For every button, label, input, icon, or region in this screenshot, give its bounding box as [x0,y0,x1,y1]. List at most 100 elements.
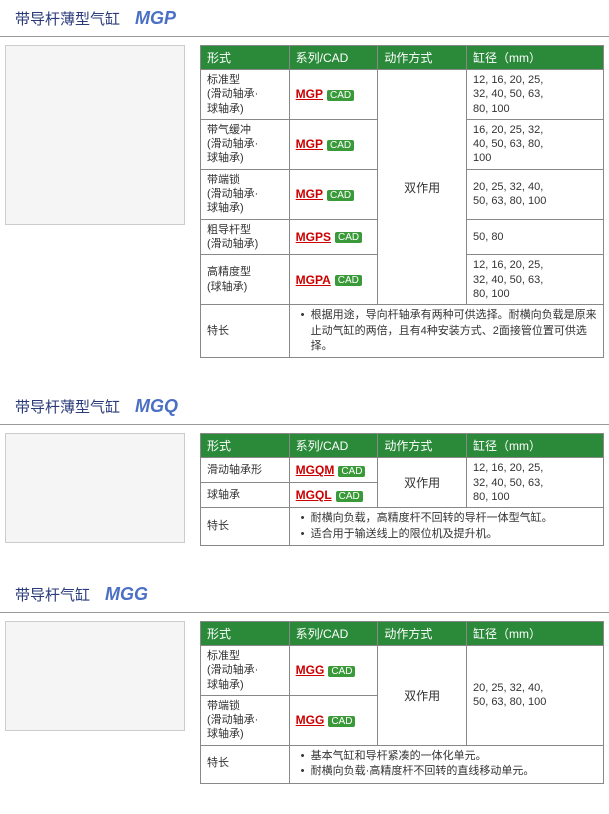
feature-content: 根据用途，导向杆轴承有两种可供选择。耐横向负载是原来止动气缸的两倍，且有4种安装… [289,305,603,358]
series-cell: MGGCAD [289,646,378,696]
cad-badge[interactable]: CAD [327,90,354,101]
type-cell: 标准型 (滑动轴承· 球轴承) [201,70,290,120]
table-header: 形式 [201,46,290,70]
bore-cell: 20, 25, 32, 40, 50, 63, 80, 100 [466,646,603,746]
divider [0,612,609,613]
type-cell: 带端锁 (滑动轴承· 球轴承) [201,169,290,219]
type-cell: 高精度型 (球轴承) [201,255,290,305]
feature-item: 耐横向负载，高精度杆不回转的导杆一体型气缸。 [301,511,597,526]
series-link[interactable]: MGPS [296,230,331,244]
feature-row: 特长基本气缸和导杆紧凑的一体化单元。耐横向负载·高精度杆不回转的直线移动单元。 [201,745,604,783]
product-image [5,433,185,543]
feature-row: 特长根据用途，导向杆轴承有两种可供选择。耐横向负载是原来止动气缸的两倍，且有4种… [201,305,604,358]
series-link[interactable]: MGQM [296,463,335,477]
feature-content: 耐横向负载，高精度杆不回转的导杆一体型气缸。适合用于输送线上的限位机及提升机。 [289,508,603,546]
table-header: 缸径（mm） [466,622,603,646]
table-header: 动作方式 [378,46,467,70]
section-title-cn: 带导杆薄型气缸 [15,8,120,29]
table-header: 形式 [201,622,290,646]
series-cell: MGPA CAD [289,255,378,305]
series-cell: MGQL CAD [289,483,378,508]
type-cell: 带端锁 (滑动轴承· 球轴承) [201,695,290,745]
image-column [5,433,200,546]
bore-cell: 12, 16, 20, 25, 32, 40, 50, 63, 80, 100 [466,70,603,120]
table-header: 系列/CAD [289,622,378,646]
product-image [5,45,185,225]
feature-label: 特长 [201,305,290,358]
section-title-model: MGG [105,584,148,605]
cad-badge[interactable]: CAD [336,491,363,502]
product-section: 带导杆气缸 MGG 形式系列/CAD动作方式缸径（mm） 标准型 (滑动轴承· 球轴承… [0,576,609,784]
table-header: 动作方式 [378,434,467,458]
content-row: 形式系列/CAD动作方式缸径（mm） 标准型 (滑动轴承· 球轴承) MGP CAD 双… [0,45,609,358]
table-row: 标准型 (滑动轴承· 球轴承)MGGCAD双作用20, 25, 32, 40, … [201,646,604,696]
feature-item: 根据用途，导向杆轴承有两种可供选择。耐横向负载是原来止动气缸的两倍，且有4种安装… [301,308,597,354]
feature-item: 适合用于输送线上的限位机及提升机。 [301,527,597,542]
type-cell: 滑动轴承形 [201,458,290,483]
cad-badge[interactable]: CAD [327,190,354,201]
cad-badge[interactable]: CAD [335,232,362,243]
series-cell: MGQMCAD [289,458,378,483]
feature-item: 耐横向负载·高精度杆不回转的直线移动单元。 [301,764,597,779]
action-cell: 双作用 [378,70,467,305]
series-link[interactable]: MGP [296,137,323,151]
table-column: 形式系列/CAD动作方式缸径（mm） 标准型 (滑动轴承· 球轴承) MGP CAD 双… [200,45,604,358]
type-cell: 粗导杆型 (滑动轴承) [201,219,290,255]
feature-item: 基本气缸和导杆紧凑的一体化单元。 [301,749,597,764]
table-row: 滑动轴承形MGQMCAD双作用12, 16, 20, 25, 32, 40, 5… [201,458,604,483]
section-title-row: 带导杆薄型气缸 MGP [0,0,609,34]
image-column [5,45,200,358]
cad-badge[interactable]: CAD [327,140,354,151]
spec-table: 形式系列/CAD动作方式缸径（mm）标准型 (滑动轴承· 球轴承)MGGCAD双… [200,621,604,784]
product-section: 带导杆薄型气缸 MGP 形式系列/CAD动作方式缸径（mm） 标准型 (滑动轴承· 球… [0,0,609,358]
bore-cell: 12, 16, 20, 25, 32, 40, 50, 63, 80, 100 [466,255,603,305]
table-header: 动作方式 [378,622,467,646]
series-cell: MGP CAD [289,70,378,120]
section-title-row: 带导杆薄型气缸 MGQ [0,388,609,422]
feature-label: 特长 [201,745,290,783]
image-column [5,621,200,784]
section-title-model: MGQ [135,396,178,417]
product-image [5,621,185,731]
series-link[interactable]: MGPA [296,273,331,287]
spec-table: 形式系列/CAD动作方式缸径（mm） 标准型 (滑动轴承· 球轴承) MGP CAD 双… [200,45,604,358]
series-link[interactable]: MGG [296,713,325,727]
feature-content: 基本气缸和导杆紧凑的一体化单元。耐横向负载·高精度杆不回转的直线移动单元。 [289,745,603,783]
series-cell: MGP CAD [289,119,378,169]
cad-badge[interactable]: CAD [328,666,355,677]
divider [0,424,609,425]
cad-badge[interactable]: CAD [338,466,365,477]
cad-badge[interactable]: CAD [335,275,362,286]
table-header: 形式 [201,434,290,458]
feature-label: 特长 [201,508,290,546]
cad-badge[interactable]: CAD [328,716,355,727]
bore-cell: 12, 16, 20, 25, 32, 40, 50, 63, 80, 100 [466,458,603,508]
bore-cell: 20, 25, 32, 40, 50, 63, 80, 100 [466,169,603,219]
product-section: 带导杆薄型气缸MGQ形式系列/CAD动作方式缸径（mm）滑动轴承形MGQMCAD… [0,388,609,546]
table-column: 形式系列/CAD动作方式缸径（mm）滑动轴承形MGQMCAD双作用12, 16,… [200,433,604,546]
feature-row: 特长耐横向负载，高精度杆不回转的导杆一体型气缸。适合用于输送线上的限位机及提升机… [201,508,604,546]
section-title-cn: 带导杆薄型气缸 [15,396,120,417]
type-cell: 球轴承 [201,483,290,508]
section-title-cn: 带导杆气缸 [15,584,90,605]
series-link[interactable]: MGQL [296,488,332,502]
series-cell: MGPS CAD [289,219,378,255]
series-link[interactable]: MGG [296,663,325,677]
section-title-model: MGP [135,8,176,29]
series-cell: MGGCAD [289,695,378,745]
bore-cell: 16, 20, 25, 32, 40, 50, 63, 80, 100 [466,119,603,169]
action-cell: 双作用 [378,458,467,508]
spec-table: 形式系列/CAD动作方式缸径（mm）滑动轴承形MGQMCAD双作用12, 16,… [200,433,604,546]
table-header: 缸径（mm） [466,434,603,458]
table-header: 系列/CAD [289,434,378,458]
action-cell: 双作用 [378,646,467,746]
section-title-row: 带导杆气缸 MGG [0,576,609,610]
content-row: 形式系列/CAD动作方式缸径（mm）滑动轴承形MGQMCAD双作用12, 16,… [0,433,609,546]
table-header: 系列/CAD [289,46,378,70]
content-row: 形式系列/CAD动作方式缸径（mm）标准型 (滑动轴承· 球轴承)MGGCAD双… [0,621,609,784]
series-link[interactable]: MGP [296,87,323,101]
type-cell: 标准型 (滑动轴承· 球轴承) [201,646,290,696]
series-link[interactable]: MGP [296,187,323,201]
divider [0,36,609,37]
table-header: 缸径（mm） [466,46,603,70]
